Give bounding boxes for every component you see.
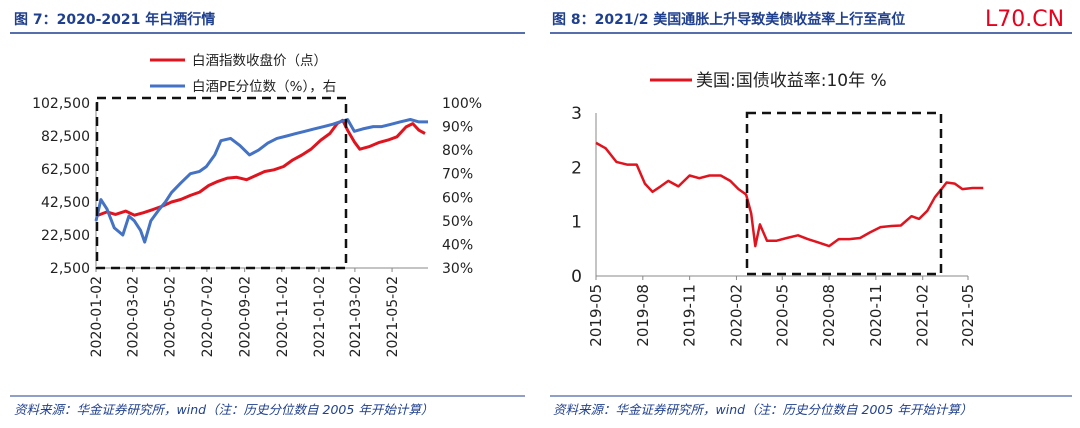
x-tick-label: 2020-11	[867, 284, 885, 347]
baijiu-chart: 白酒指数收盘价（点） 白酒PE分位数（%），右 102,500 82,500 62,…	[32, 52, 482, 357]
x-tick-label: 2020-07-02	[200, 276, 216, 357]
y-tick-label: 2	[571, 158, 582, 178]
right-y-tick-label: 30%	[442, 261, 473, 277]
figure-7-title: 图 7：2020-2021 年白酒行情	[14, 11, 215, 28]
left-y-tick-label: 102,500	[32, 96, 90, 112]
x-tick-label: 2021-05-02	[385, 276, 401, 357]
x-tick-label: 2019-11	[681, 284, 699, 347]
highlight-box	[95, 96, 348, 270]
left-y-tick-label: 62,500	[41, 162, 90, 178]
legend-label-pe: 白酒PE分位数（%），右	[192, 79, 336, 95]
index-close-line	[95, 118, 426, 218]
right-y-tick-label: 90%	[442, 120, 473, 136]
legend-label-yield: 美国:国债收益率:10年 %	[696, 71, 887, 91]
x-tick-label: 2020-01-02	[89, 276, 105, 357]
y-tick-label: 0	[571, 267, 582, 287]
y-tick-label: 1	[571, 213, 582, 233]
series-group	[595, 141, 984, 248]
right-y-tick-label: 60%	[442, 190, 473, 206]
figure-8-title: 图 8：2021/2 美国通胀上升导致美债收益率上行至高位	[552, 11, 905, 28]
right-y-tick-label: 40%	[442, 237, 473, 253]
x-tick-label: 2020-08	[820, 284, 838, 347]
x-tick-label: 2020-03-02	[126, 276, 142, 357]
y-tick-label: 3	[571, 104, 582, 124]
pe-percentile-line	[94, 118, 428, 244]
right-y-tick-label: 80%	[442, 143, 473, 159]
left-y-tick-label: 42,500	[41, 195, 90, 211]
highlight-box	[745, 111, 943, 276]
x-axis: 2020-01-02 2020-03-02 2020-05-02 2020-07-02…	[89, 267, 428, 357]
x-tick-label: 2020-02	[727, 284, 745, 347]
x-tick-label: 2021-01-02	[312, 276, 328, 357]
x-tick-label: 2019-05	[587, 284, 605, 347]
x-tick-label: 2021-03-02	[348, 276, 364, 357]
figure-8-source: 资料来源：华金证券研究所，wind（注：历史分位数自 2005 年开始计算）	[553, 402, 972, 417]
left-y-axis: 102,500 82,500 62,500 42,500 22,500 2,500	[32, 96, 97, 277]
legend-label-index: 白酒指数收盘价（点）	[192, 52, 327, 69]
right-y-tick-label: 70%	[442, 167, 473, 183]
yield-line	[595, 141, 984, 248]
x-tick-label: 2020-09-02	[238, 276, 254, 357]
left-y-tick-label: 82,500	[41, 129, 90, 145]
right-y-tick-label: 100%	[442, 96, 482, 112]
x-tick-label: 2020-11-02	[275, 276, 291, 357]
x-tick-label: 2021-05	[959, 284, 977, 347]
left-y-tick-label: 2,500	[50, 261, 90, 277]
x-tick-label: 2021-02	[914, 284, 932, 347]
series-group	[94, 118, 428, 244]
right-y-axis: 100% 90% 80% 70% 60% 50% 40% 30%	[442, 96, 482, 277]
y-axis: 3 2 1 0	[571, 104, 597, 287]
figure-7-source: 资料来源：华金证券研究所，wind（注：历史分位数自 2005 年开始计算）	[14, 402, 433, 417]
x-tick-label: 2020-05-02	[163, 276, 179, 357]
right-y-tick-label: 50%	[442, 214, 473, 230]
x-tick-label: 2020-05	[773, 284, 791, 347]
left-y-tick-label: 22,500	[41, 228, 90, 244]
treasury-chart: 美国:国债收益率:10年 % 3 2 1 0 2019-05 2019-08 2019-1…	[571, 71, 984, 347]
x-axis: 2019-05 2019-08 2019-11 2020-02 2020-05 2020-…	[587, 275, 977, 347]
x-tick-label: 2019-08	[634, 284, 652, 347]
watermark: L70.CN	[985, 7, 1064, 32]
